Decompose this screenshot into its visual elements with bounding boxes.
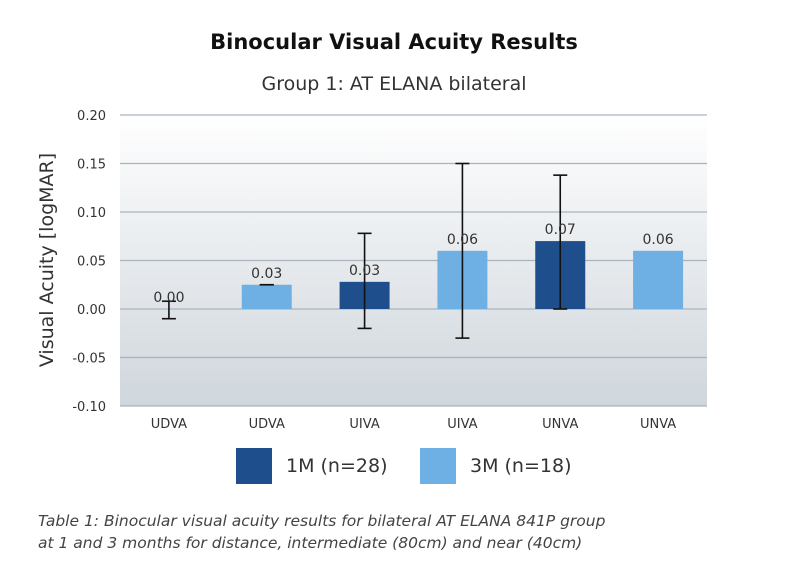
x-tick-label: UNVA (640, 417, 676, 432)
x-tick-labels: UDVA UDVA UIVA UIVA UNVA UNVA (151, 417, 676, 432)
y-tick-label: 0.10 (77, 206, 106, 221)
x-tick-label: UDVA (151, 417, 187, 432)
y-tick-label: -0.10 (72, 400, 106, 415)
legend-swatch-3m (420, 448, 456, 484)
y-tick-label: 0.00 (77, 303, 106, 318)
error-bars (161, 162, 568, 339)
y-tick-label: 0.20 (77, 109, 106, 124)
x-tick-label: UDVA (249, 417, 285, 432)
y-tick-label: 0.05 (77, 255, 106, 270)
caption-line-2: at 1 and 3 months for distance, intermed… (38, 534, 583, 552)
legend-label-3m: 3M (n=18) (470, 455, 572, 477)
bar (633, 250, 684, 309)
legend-item-3m: 3M (n=18) (420, 448, 572, 484)
legend-item-1m: 1M (n=28) (236, 448, 388, 484)
legend: 1M (n=28) 3M (n=18) (0, 448, 788, 488)
legend-label-1m: 1M (n=28) (286, 455, 388, 477)
bar-chart: 0.200.150.100.050.00-0.05-0.10 0.000.03 0… (72, 109, 707, 432)
chart-subtitle: Group 1: AT ELANA bilateral (261, 73, 527, 95)
legend-swatch-1m (236, 448, 272, 484)
y-tick-label: -0.05 (72, 352, 106, 367)
caption-line-1: Table 1: Binocular visual acuity results… (38, 512, 606, 530)
gridlines (120, 114, 707, 407)
value-label: 0.07 (545, 222, 576, 238)
x-tick-label: UIVA (447, 417, 477, 432)
x-tick-label: UNVA (542, 417, 578, 432)
value-label: 0.00 (153, 290, 184, 306)
x-tick-label: UIVA (349, 417, 379, 432)
value-labels: 0.00 0.03 0.03 0.06 0.07 0.06 (153, 222, 673, 306)
value-label: 0.06 (642, 232, 673, 248)
bar (241, 284, 292, 309)
value-label: 0.06 (447, 232, 478, 248)
y-tick-labels: 0.20 0.15 0.10 0.05 0.00 -0.05 -0.10 (72, 109, 106, 415)
figure-caption: Table 1: Binocular visual acuity results… (38, 510, 758, 554)
value-label: 0.03 (251, 266, 282, 282)
chart-title: Binocular Visual Acuity Results (210, 30, 578, 54)
value-label: 0.03 (349, 263, 380, 279)
y-tick-label: 0.15 (77, 158, 106, 173)
